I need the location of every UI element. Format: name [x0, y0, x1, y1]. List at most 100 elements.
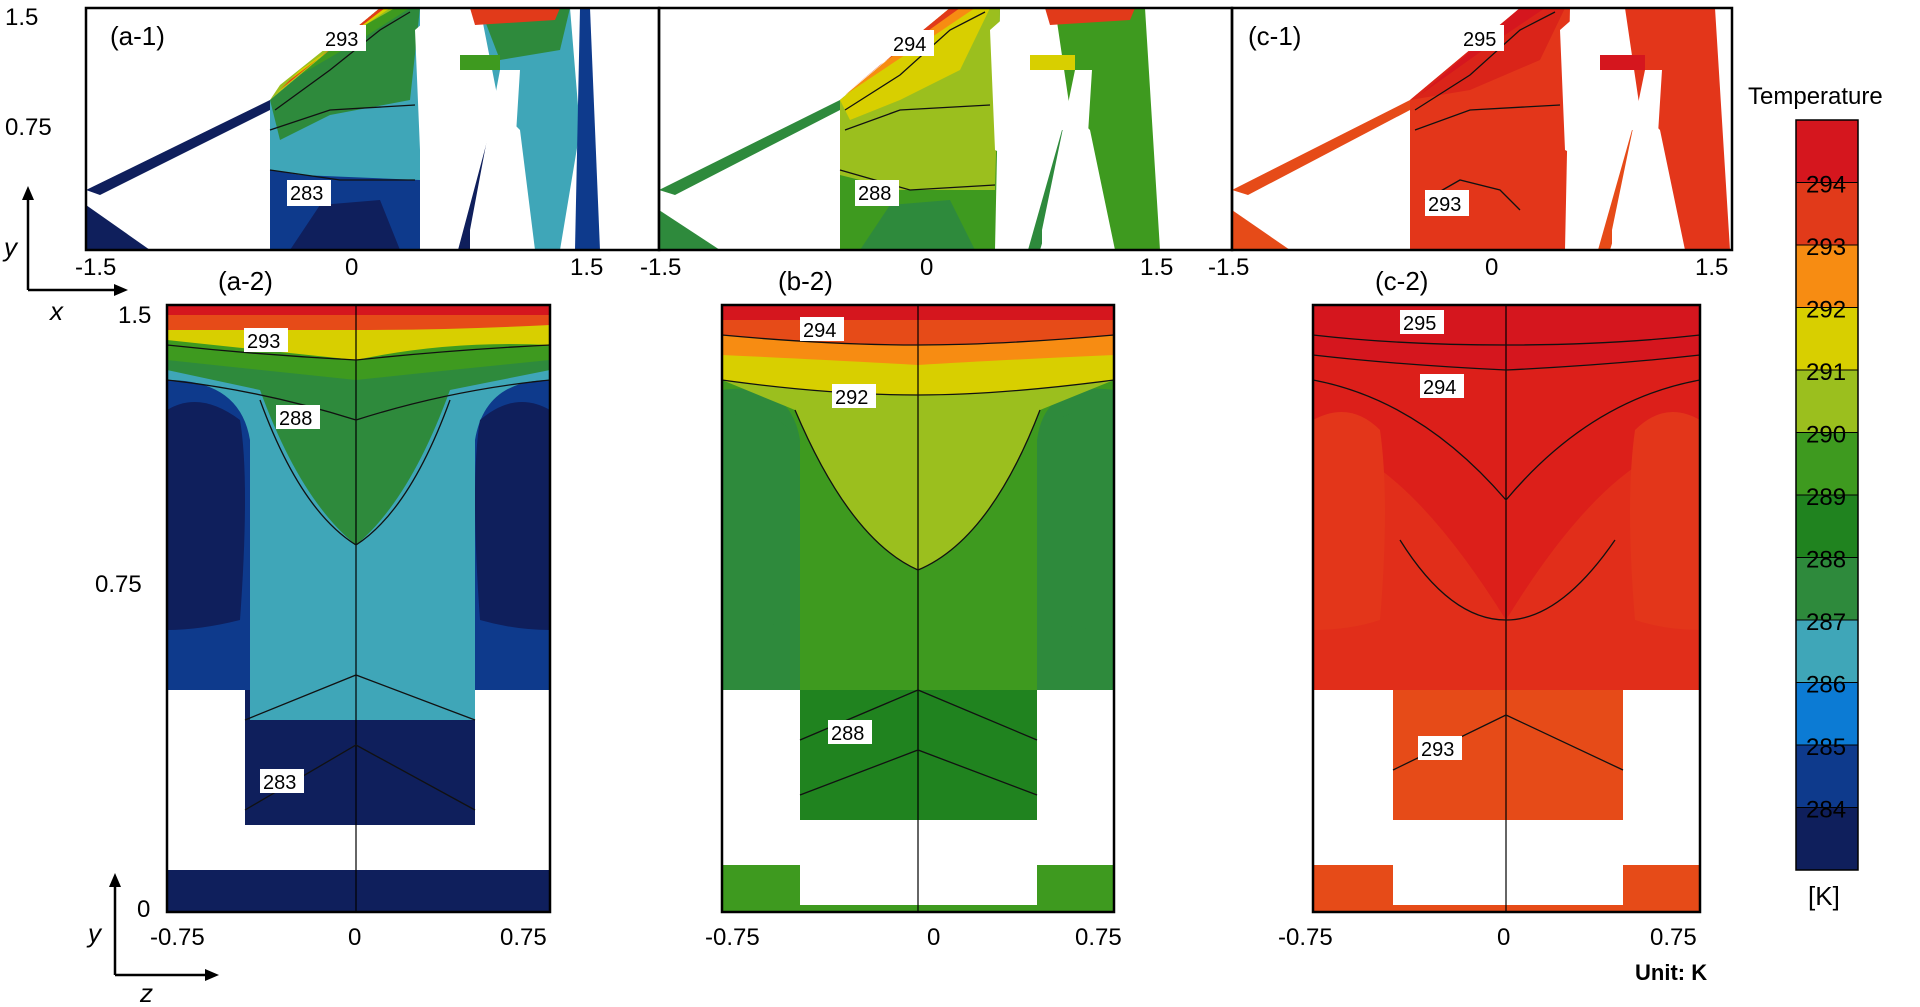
colorbar-swatch-9	[1796, 245, 1858, 308]
bottom-ticks: 1.5 0.75 0 -0.75 0 0.75 -0.75 0 0.75 -0.…	[95, 302, 1697, 951]
a1-xtick-2: 0	[345, 254, 358, 281]
b2-white-right	[1037, 690, 1114, 865]
colorbar-tick-285: 285	[1806, 734, 1846, 761]
a1-contour-label-2: 283	[290, 183, 323, 205]
c2-contour-labels: 295 294 293	[1400, 310, 1464, 761]
c2-panel-label: (c-2)	[1375, 266, 1428, 296]
a1-contour-label-1: 293	[325, 29, 358, 51]
colorbar-swatch-3	[1796, 620, 1858, 683]
colorbar-title: Temperature	[1748, 83, 1883, 110]
c2-xtick-1: -0.75	[1278, 924, 1333, 951]
a1-contour-1	[269, 104, 416, 131]
b1-band-2	[840, 8, 990, 120]
a1-right-col	[480, 8, 580, 250]
b1-inlet-corner	[659, 210, 720, 250]
c1-contour-label-1: 295	[1463, 29, 1496, 51]
a2-xtick-2: 0	[348, 924, 361, 951]
a1-lower-blob	[290, 200, 400, 250]
c2-band-lower	[1393, 715, 1623, 820]
a2-contour-label-2: 288	[279, 408, 312, 430]
c2-band-right	[1630, 412, 1700, 630]
b2-contour-label-2: 292	[835, 387, 868, 409]
c1-right-col	[1625, 8, 1730, 250]
a2-band-red	[167, 305, 550, 315]
a2-band-right-deep	[475, 402, 550, 630]
c1-inlet-corner	[1232, 210, 1290, 250]
top-axis-y-label: y	[2, 232, 19, 262]
b2-contour-3	[794, 409, 1041, 571]
colorbar-tick-291: 291	[1806, 359, 1846, 386]
b1-right-col	[1055, 8, 1160, 250]
a2-contour-label-3: 283	[263, 772, 296, 794]
a1-right-edge	[575, 8, 600, 250]
bottom-coord-axes: y z	[86, 873, 219, 1007]
panel-b1: 294 288	[657, 6, 1234, 252]
colorbar-tick-284: 284	[1806, 797, 1846, 824]
c2-xtick-2: 0	[1497, 924, 1510, 951]
colorbar-swatch-1	[1796, 745, 1858, 808]
top-axis-x-label: x	[48, 296, 64, 326]
b2-foot-left	[722, 865, 800, 912]
a1-right-col-cap	[470, 8, 560, 25]
c1-branch	[1600, 55, 1645, 70]
b2-white-left	[722, 690, 800, 865]
a1-contour-3	[269, 169, 415, 181]
panel-c1: (c-1) 295 293	[1230, 6, 1734, 252]
c1-contour-label-2: 293	[1428, 194, 1461, 216]
a2-xtick-1: -0.75	[150, 924, 205, 951]
c2-foot-left	[1313, 865, 1393, 912]
colorbar: Temperature 2842852862872882892902912922…	[1748, 83, 1883, 911]
b2-band-left-deep	[722, 412, 795, 630]
c2-white-bottom	[1393, 820, 1623, 905]
a1-inlet-duct	[86, 100, 270, 195]
top-coord-axes: y x	[2, 186, 128, 326]
a1-band-2	[270, 8, 420, 140]
colorbar-unit: [K]	[1808, 881, 1840, 911]
a2-foot-strip	[245, 908, 475, 912]
c1-inlet-duct	[1232, 100, 1410, 195]
c2-white-left	[1313, 690, 1393, 865]
colorbar-swatch-0	[1796, 807, 1858, 871]
unit-note: Unit: K	[1635, 960, 1707, 985]
b2-contour-label-3: 288	[831, 723, 864, 745]
bottom-ytick-1: 1.5	[118, 302, 151, 329]
c1-contour-2	[1414, 11, 1556, 111]
c2-xtick-3: 0.75	[1650, 924, 1697, 951]
c2-contour-label-2: 294	[1423, 377, 1456, 399]
a1-white-gap	[470, 70, 520, 250]
b1-contour-label-2: 288	[858, 183, 891, 205]
a1-xtick-1: -1.5	[75, 254, 116, 281]
colorbar-swatch-7	[1796, 370, 1858, 433]
a2-contour-label-1: 293	[247, 331, 280, 353]
a2-contour-4	[244, 674, 476, 721]
panel-a2: (a-2) 293 288 283	[165, 266, 552, 914]
b2-contour-label-1: 294	[803, 320, 836, 342]
a2-bottom-deep	[245, 745, 475, 825]
top-ytick-1: 1.5	[5, 4, 38, 31]
c2-contour-4	[1399, 539, 1616, 621]
c1-xtick-3: 1.5	[1695, 254, 1728, 281]
b1-xtick-2: 0	[920, 254, 933, 281]
c2-contour-1	[1312, 334, 1701, 346]
colorbar-tick-287: 287	[1806, 609, 1846, 636]
colorbar-swatch-2	[1796, 682, 1858, 746]
b1-xtick-3: 1.5	[1140, 254, 1173, 281]
b1-contour-label: 294 288	[855, 30, 934, 206]
b2-foot-right	[1037, 865, 1114, 912]
c2-band-left	[1313, 412, 1385, 630]
b1-inlet-duct	[659, 100, 840, 195]
b2-contour-labels: 294 292 288	[800, 317, 876, 745]
b1-contour-1	[844, 104, 991, 131]
a1-xtick-3: 1.5	[570, 254, 603, 281]
bottom-axis-y-label: y	[86, 918, 103, 948]
panel-b2: (b-2) 294 292 288	[720, 266, 1116, 914]
b2-xtick-3: 0.75	[1075, 924, 1122, 951]
colorbar-swatch-11	[1796, 120, 1858, 183]
a2-xtick-3: 0.75	[500, 924, 547, 951]
c2-foot-right	[1623, 865, 1700, 912]
b1-white-gap	[1042, 70, 1092, 250]
b2-band-right-deep	[1040, 412, 1114, 630]
colorbar-swatch-8	[1796, 307, 1858, 371]
colorbar-tick-293: 293	[1806, 234, 1846, 261]
a2-contour-2	[166, 379, 551, 421]
